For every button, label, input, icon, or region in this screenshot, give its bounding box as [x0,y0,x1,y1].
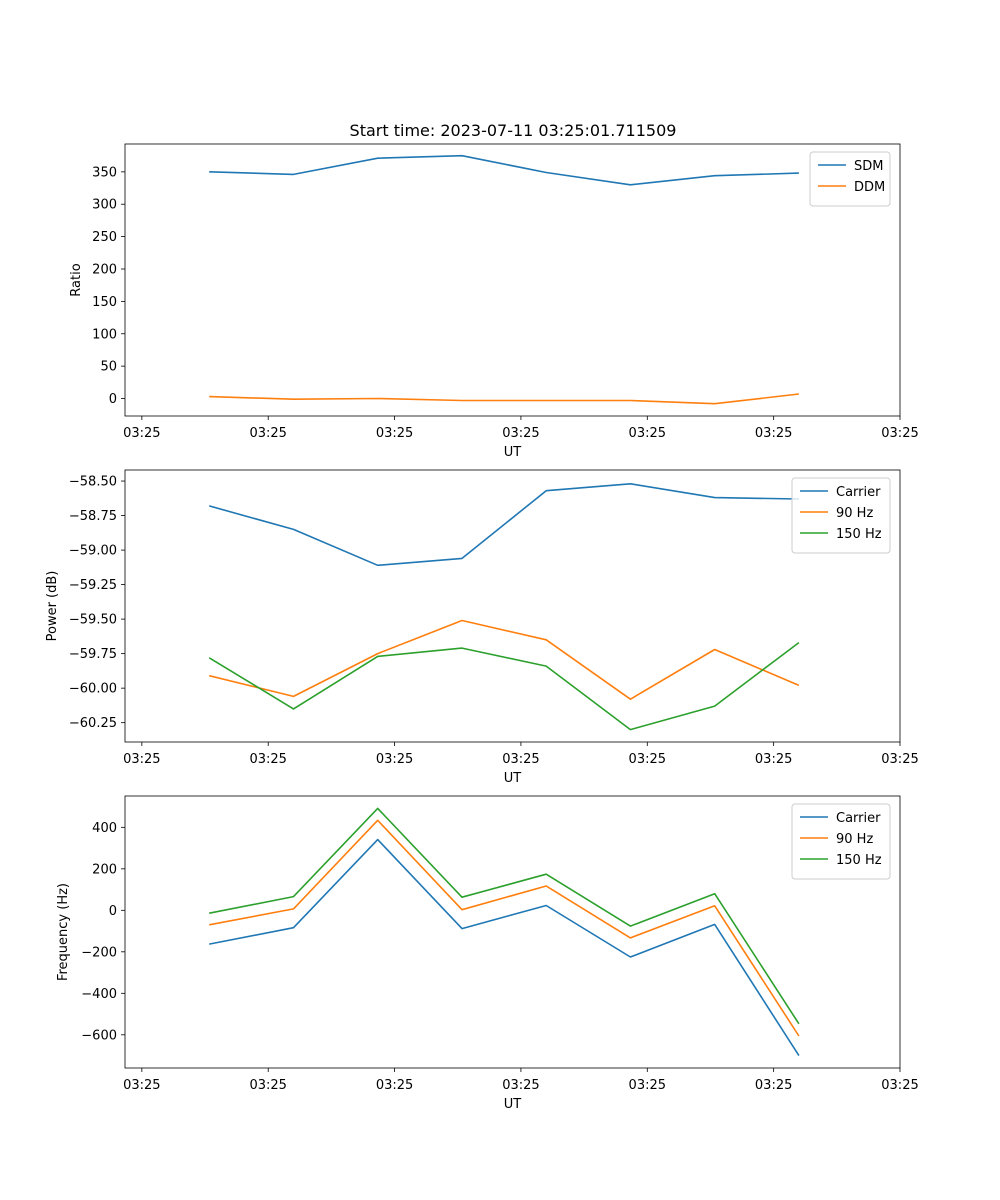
series-line-150-hz [209,807,800,1025]
y-tick-label: −600 [81,1028,117,1043]
legend-label: SDM [854,159,883,174]
x-tick-label: 03:25 [249,426,286,441]
x-tick-label: 03:25 [629,426,666,441]
legend-box [791,477,891,554]
x-tick-label: 03:25 [376,426,413,441]
x-tick-label: 03:25 [755,752,792,767]
y-tick-label: 400 [92,821,117,836]
y-tick-label: −58.75 [69,509,117,524]
y-tick-label: −59.25 [69,578,117,593]
legend-label: DDM [854,180,885,195]
series-line-90-hz [209,819,800,1037]
series-line-150-hz [208,641,800,731]
y-tick-label: −400 [81,987,117,1002]
legend: SDM DDM [809,151,891,207]
y-tick-label: −59.00 [69,544,117,559]
y-tick-label: 200 [92,262,117,277]
ratio-panel: 03:25 03:25 03:25 03:25 03:25 03:25 03:25 0 50 10… [69,143,919,460]
x-tick-label: 03:25 [249,752,286,767]
y-tick-label: −200 [81,945,117,960]
x-tick-label: 03:25 [502,1078,539,1093]
legend-label: 150 Hz [836,853,882,868]
legend-label: Carrier [836,811,881,826]
y-axis-label: Ratio [69,263,84,296]
series-line-ddm [209,393,799,405]
y-axis-label: Frequency (Hz) [56,883,71,981]
x-tick-label: 03:25 [881,1078,918,1093]
y-tick-label: 100 [92,327,117,342]
figure-title: Start time: 2023-07-11 03:25:01.711509 [350,121,677,140]
x-axis-label: UT [504,771,522,786]
x-tick-label: 03:25 [502,426,539,441]
y-axis-label: Power (dB) [45,571,60,642]
series-line-carrier [208,482,799,567]
x-tick-label: 03:25 [629,1078,666,1093]
legend-label: 90 Hz [836,506,873,521]
y-tick-label: 350 [92,165,117,180]
x-axis-label: UT [504,1097,522,1112]
x-tick-label: 03:25 [123,426,160,441]
x-tick-label: 03:25 [502,752,539,767]
legend: Carrier 90 Hz 150 Hz [791,803,891,880]
frequency-panel: 03:25 03:25 03:25 03:25 03:25 03:25 03:25 −600 −… [56,795,919,1112]
y-tick-label: 250 [92,230,117,245]
legend: Carrier 90 Hz 150 Hz [791,477,891,554]
x-tick-label: 03:25 [755,1078,792,1093]
axes-frame [124,469,901,743]
legend-box [791,803,891,880]
x-tick-label: 03:25 [376,752,413,767]
y-tick-label: 0 [109,904,117,919]
y-tick-label: 300 [92,198,117,213]
legend-label: 150 Hz [836,527,882,542]
axes-frame [124,143,901,417]
y-tick-label: 150 [92,295,117,310]
x-tick-label: 03:25 [123,1078,160,1093]
y-tick-label: −60.00 [69,682,117,697]
legend-label: Carrier [836,485,881,500]
legend-label: 90 Hz [836,832,873,847]
x-tick-label: 03:25 [629,752,666,767]
series-line-90-hz [209,619,800,701]
x-tick-label: 03:25 [881,752,918,767]
x-tick-label: 03:25 [376,1078,413,1093]
x-axis-label: UT [504,445,522,460]
x-tick-label: 03:25 [755,426,792,441]
x-tick-label: 03:25 [123,752,160,767]
y-tick-label: −60.25 [69,716,117,731]
axes-frame [124,795,901,1069]
y-tick-label: 0 [109,392,117,407]
y-tick-label: −59.50 [69,613,117,628]
series-line-carrier [209,838,800,1057]
power-panel: 03:25 03:25 03:25 03:25 03:25 03:25 03:25 −60.2… [45,469,919,786]
y-tick-label: −59.75 [69,647,117,662]
y-tick-label: −58.50 [69,475,117,490]
y-tick-label: 200 [92,862,117,877]
series-line-sdm [209,154,799,186]
x-tick-label: 03:25 [249,1078,286,1093]
y-tick-label: 50 [100,360,117,375]
x-tick-label: 03:25 [881,426,918,441]
